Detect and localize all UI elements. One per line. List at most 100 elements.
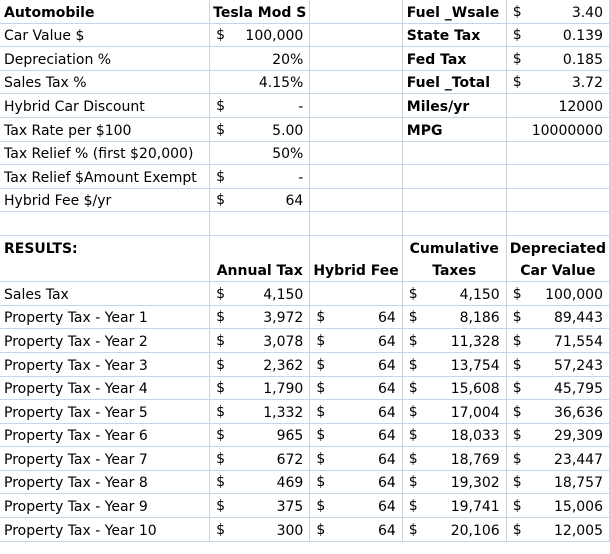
row-label[interactable]: Property Tax - Year 2 <box>0 328 211 353</box>
empty-cell[interactable] <box>309 211 403 236</box>
empty-cell[interactable] <box>309 46 403 71</box>
row-label[interactable]: Property Tax - Year 9 <box>0 493 211 519</box>
empty-cell[interactable] <box>506 211 610 236</box>
input-value[interactable]: $100,000 <box>209 23 311 48</box>
depreciated-header[interactable]: Depreciated <box>506 235 610 259</box>
input-value[interactable]: 50% <box>209 141 311 166</box>
fuel-label[interactable]: Fed Tax <box>402 46 507 71</box>
depreciated-value[interactable]: $29,309 <box>506 423 610 448</box>
fuel-value[interactable]: 12000 <box>506 93 610 118</box>
annual-tax[interactable]: $672 <box>209 446 311 471</box>
input-label[interactable]: Tax Relief % (first $20,000) <box>0 141 211 166</box>
fuel-label[interactable]: MPG <box>402 117 507 142</box>
fuel-value[interactable]: $0.139 <box>506 23 610 48</box>
empty-cell[interactable] <box>309 188 403 213</box>
empty-cell[interactable] <box>506 188 610 213</box>
empty-cell[interactable] <box>309 93 403 118</box>
empty-cell[interactable] <box>309 70 403 95</box>
empty-cell[interactable] <box>402 211 507 236</box>
row-label[interactable]: Property Tax - Year 1 <box>0 305 211 330</box>
hybrid-fee[interactable]: $64 <box>309 446 403 471</box>
depreciated-value[interactable]: $36,636 <box>506 399 610 424</box>
input-label[interactable]: Tax Rate per $100 <box>0 117 211 142</box>
depreciated-value[interactable]: $12,005 <box>506 517 610 542</box>
cumulative-taxes[interactable]: $8,186 <box>402 305 507 330</box>
cumulative-taxes[interactable]: $18,033 <box>402 423 507 448</box>
depreciated-value[interactable]: $45,795 <box>506 376 610 401</box>
fuel-value[interactable]: $0.185 <box>506 46 610 71</box>
empty-cell[interactable] <box>506 141 610 166</box>
cumulative-taxes[interactable]: $20,106 <box>402 517 507 542</box>
annual-tax[interactable]: $469 <box>209 470 311 495</box>
fuel-value[interactable]: 10000000 <box>506 117 610 142</box>
cumulative-taxes[interactable]: $13,754 <box>402 352 507 377</box>
annual-tax[interactable]: $965 <box>209 423 311 448</box>
annual-tax[interactable]: $375 <box>209 493 311 519</box>
hybrid-fee[interactable]: $64 <box>309 328 403 353</box>
input-value[interactable]: 4.15% <box>209 70 311 95</box>
row-label[interactable]: Property Tax - Year 5 <box>0 399 211 424</box>
hybrid-fee[interactable]: $64 <box>309 352 403 377</box>
empty-cell[interactable] <box>0 211 211 236</box>
depreciated-value[interactable]: $15,006 <box>506 493 610 519</box>
empty-cell[interactable] <box>0 258 211 283</box>
empty-cell[interactable] <box>402 164 507 189</box>
annual-tax[interactable]: $3,078 <box>209 328 311 353</box>
taxes-header[interactable]: Taxes <box>402 258 507 283</box>
fuel-label[interactable]: Miles/yr <box>402 93 507 118</box>
depreciated-value[interactable]: $57,243 <box>506 352 610 377</box>
row-label[interactable]: Property Tax - Year 8 <box>0 470 211 495</box>
depreciated-value[interactable]: $71,554 <box>506 328 610 353</box>
annual-tax[interactable]: $1,332 <box>209 399 311 424</box>
row-label[interactable]: Property Tax - Year 3 <box>0 352 211 377</box>
hybrid-fee-header[interactable]: Hybrid Fee <box>309 258 403 283</box>
hybrid-fee[interactable]: $64 <box>309 399 403 424</box>
empty-cell[interactable] <box>309 23 403 48</box>
row-label[interactable]: Sales Tax <box>0 281 211 306</box>
depreciated-value[interactable]: $100,000 <box>506 281 610 306</box>
depreciated-value[interactable]: $89,443 <box>506 305 610 330</box>
row-label[interactable]: Property Tax - Year 6 <box>0 423 211 448</box>
input-label[interactable]: Depreciation % <box>0 46 211 71</box>
fuel-value[interactable]: $3.40 <box>506 0 610 24</box>
row-label[interactable]: Property Tax - Year 7 <box>0 446 211 471</box>
depreciated-value[interactable]: $23,447 <box>506 446 610 471</box>
empty-cell[interactable] <box>309 281 403 306</box>
cumulative-taxes[interactable]: $4,150 <box>402 281 507 306</box>
cumulative-taxes[interactable]: $18,769 <box>402 446 507 471</box>
input-value[interactable]: $ - <box>209 93 311 118</box>
fuel-value[interactable]: $3.72 <box>506 70 610 95</box>
cumulative-taxes[interactable]: $17,004 <box>402 399 507 424</box>
automobile-label[interactable]: Automobile <box>0 0 211 24</box>
empty-cell[interactable] <box>309 235 403 259</box>
empty-cell[interactable] <box>309 117 403 142</box>
input-label[interactable]: Hybrid Car Discount <box>0 93 211 118</box>
annual-tax[interactable]: $2,362 <box>209 352 311 377</box>
fuel-label[interactable]: Fuel _Total <box>402 70 507 95</box>
cumulative-taxes[interactable]: $19,741 <box>402 493 507 519</box>
car-model[interactable]: Tesla Mod S <box>209 0 311 24</box>
empty-cell[interactable] <box>209 211 311 236</box>
car-value-header[interactable]: Car Value <box>506 258 610 283</box>
results-label[interactable]: RESULTS: <box>0 235 211 259</box>
empty-cell[interactable] <box>309 141 403 166</box>
annual-tax[interactable]: $4,150 <box>209 281 311 306</box>
hybrid-fee[interactable]: $64 <box>309 423 403 448</box>
annual-tax[interactable]: $1,790 <box>209 376 311 401</box>
depreciated-value[interactable]: $18,757 <box>506 470 610 495</box>
annual-tax[interactable]: $300 <box>209 517 311 542</box>
input-value[interactable]: 20% <box>209 46 311 71</box>
input-value[interactable]: $ - <box>209 164 311 189</box>
hybrid-fee[interactable]: $64 <box>309 517 403 542</box>
row-label[interactable]: Property Tax - Year 4 <box>0 376 211 401</box>
empty-cell[interactable] <box>402 188 507 213</box>
input-label[interactable]: Car Value $ <box>0 23 211 48</box>
empty-cell[interactable] <box>506 164 610 189</box>
input-value[interactable]: $5.00 <box>209 117 311 142</box>
empty-cell[interactable] <box>309 164 403 189</box>
hybrid-fee[interactable]: $64 <box>309 305 403 330</box>
input-value[interactable]: $64 <box>209 188 311 213</box>
empty-cell[interactable] <box>209 235 311 259</box>
input-label[interactable]: Hybrid Fee $/yr <box>0 188 211 213</box>
annual-tax-header[interactable]: Annual Tax <box>209 258 311 283</box>
